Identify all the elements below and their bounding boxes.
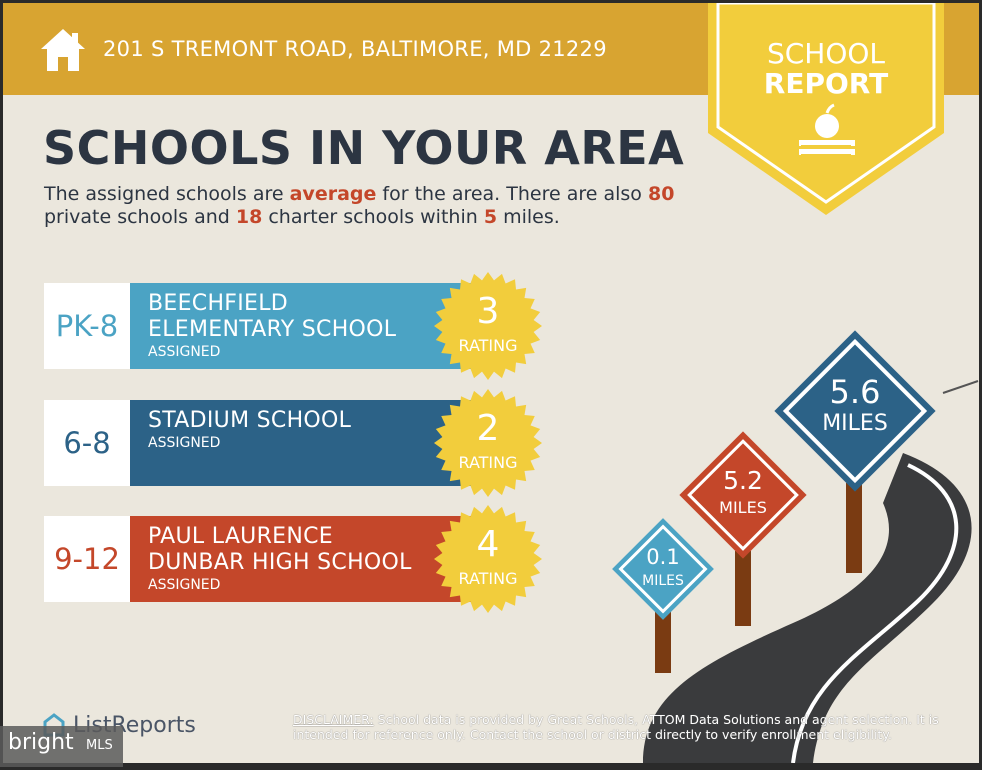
rating-label: RATING <box>458 453 518 472</box>
disclaimer-text: School data is provided by Great Schools… <box>293 712 939 742</box>
school-quality: average <box>289 183 377 205</box>
rating-value: 2 <box>476 408 500 449</box>
sign-post <box>846 483 862 573</box>
badge-line-2: REPORT <box>763 67 889 100</box>
school-report-page: 201 S TREMONT ROAD, BALTIMORE, MD 21229 … <box>3 3 979 763</box>
distance-unit: MILES <box>822 411 888 436</box>
sign-post <box>735 551 751 626</box>
apple-books-icon <box>799 103 855 157</box>
rating-seal-icon <box>434 389 542 497</box>
school-band: STADIUM SCHOOL ASSIGNED <box>130 400 479 486</box>
rating-value: 4 <box>476 524 500 565</box>
school-name-line2: DUNBAR HIGH SCHOOL <box>148 550 412 575</box>
sign-post <box>655 603 671 673</box>
summary-part: for the area. There are also <box>376 183 648 205</box>
summary-part: The assigned schools are <box>44 183 290 205</box>
bright-mls-watermark: bright MLS <box>0 726 123 767</box>
school-band: BEECHFIELD ELEMENTARY SCHOOL ASSIGNED <box>130 283 479 369</box>
summary-part: private schools and <box>44 206 236 228</box>
distance-unit: MILES <box>642 573 684 589</box>
mls-wordmark: MLS <box>86 738 113 753</box>
assigned-label: ASSIGNED <box>148 435 221 451</box>
distance-value: 5.2 <box>723 466 763 495</box>
charter-school-count: 18 <box>235 206 263 228</box>
disclaimer: DISCLAIMER: School data is provided by G… <box>293 712 961 742</box>
grade-range: 6-8 <box>44 400 130 486</box>
school-name-line1: BEECHFIELD <box>148 291 289 316</box>
rating-seal-icon <box>434 272 542 380</box>
assigned-label: ASSIGNED <box>148 577 221 593</box>
summary-part: charter schools within <box>262 206 484 228</box>
summary-text: The assigned schools are average for the… <box>44 183 724 229</box>
page-title: SCHOOLS IN YOUR AREA <box>43 121 685 175</box>
distance-sign-5-2 <box>679 431 807 559</box>
rating-label: RATING <box>458 569 518 588</box>
home-icon <box>41 29 85 71</box>
distance-sign-0-1 <box>612 518 714 620</box>
rating-value: 3 <box>476 291 500 332</box>
search-radius: 5 <box>483 206 498 228</box>
badge-line-1: SCHOOL <box>766 37 886 70</box>
bright-wordmark: bright <box>8 730 74 755</box>
rating-seal-icon <box>434 505 542 613</box>
school-name-line1: STADIUM SCHOOL <box>148 408 352 433</box>
school-report-badge <box>708 3 944 215</box>
grade-range: 9-12 <box>44 516 130 602</box>
grade-range: PK-8 <box>44 283 130 369</box>
road-illustration <box>612 330 979 763</box>
school-name-line1: PAUL LAURENCE <box>148 524 333 549</box>
distance-value: 5.6 <box>829 373 881 411</box>
distance-unit: MILES <box>719 498 767 517</box>
distance-value: 0.1 <box>646 545 680 569</box>
disclaimer-label: DISCLAIMER: <box>293 712 374 727</box>
school-row: PK-8 BEECHFIELD ELEMENTARY SCHOOL ASSIGN… <box>44 283 479 369</box>
school-row: 9-12 PAUL LAURENCE DUNBAR HIGH SCHOOL AS… <box>44 516 479 602</box>
rating-label: RATING <box>458 336 518 355</box>
school-row: 6-8 STADIUM SCHOOL ASSIGNED <box>44 400 479 486</box>
assigned-label: ASSIGNED <box>148 344 221 360</box>
summary-part: miles. <box>497 206 560 228</box>
school-name-line2: ELEMENTARY SCHOOL <box>148 317 397 342</box>
property-address: 201 S TREMONT ROAD, BALTIMORE, MD 21229 <box>103 37 607 61</box>
school-band: PAUL LAURENCE DUNBAR HIGH SCHOOL ASSIGNE… <box>130 516 479 602</box>
private-school-count: 80 <box>647 183 675 205</box>
